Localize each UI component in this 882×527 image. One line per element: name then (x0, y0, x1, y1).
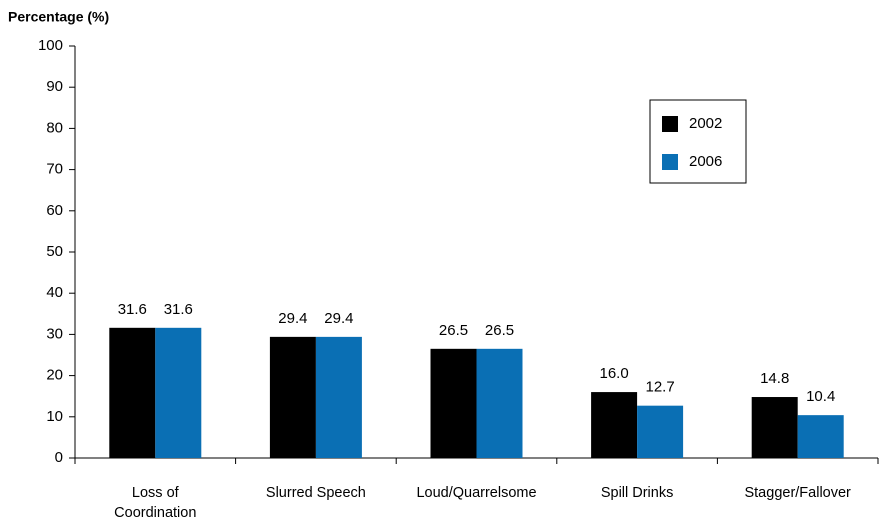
data-label: 12.7 (645, 379, 674, 396)
data-label: 26.5 (439, 322, 468, 339)
data-label: 14.8 (760, 370, 789, 387)
bar (430, 348, 477, 458)
x-tick-label: Loud/Quarrelsome (416, 485, 537, 501)
bar (751, 397, 798, 458)
data-label: 29.4 (324, 310, 353, 327)
data-label: 31.6 (118, 301, 147, 318)
data-label: 29.4 (278, 310, 307, 327)
bar (637, 405, 684, 458)
data-label: 16.0 (599, 365, 628, 382)
bar (476, 348, 523, 458)
y-axis-label: Percentage (%) (8, 9, 109, 25)
y-tick-label: 50 (46, 243, 63, 260)
bar (591, 392, 638, 458)
bar (315, 336, 362, 458)
data-label: 31.6 (164, 301, 193, 318)
legend-label: 2002 (689, 115, 722, 132)
bar (155, 327, 202, 458)
y-tick-label: 10 (46, 408, 63, 425)
x-tick-label: Spill Drinks (600, 485, 674, 501)
y-tick-label: 70 (46, 161, 63, 178)
data-label: 26.5 (485, 322, 514, 339)
y-tick-label: 30 (46, 325, 63, 342)
y-tick-label: 0 (55, 449, 63, 466)
y-tick-label: 20 (46, 367, 63, 384)
bar (269, 336, 316, 458)
y-tick-label: 80 (46, 119, 63, 136)
y-tick-label: 60 (46, 202, 63, 219)
x-tick-label: Stagger/Fallover (744, 485, 851, 501)
x-tick-label: Slurred Speech (265, 485, 366, 501)
data-label: 10.4 (806, 388, 835, 405)
y-tick-label: 100 (38, 37, 63, 54)
legend-box (649, 99, 747, 184)
y-tick-label: 40 (46, 284, 63, 301)
legend-swatch (662, 116, 678, 132)
legend-swatch (662, 154, 678, 170)
bar (797, 415, 844, 458)
legend-label: 2006 (689, 153, 722, 170)
bar (109, 327, 156, 458)
x-tick-label: Loss of Coordination (114, 485, 197, 521)
y-tick-label: 90 (46, 78, 63, 95)
